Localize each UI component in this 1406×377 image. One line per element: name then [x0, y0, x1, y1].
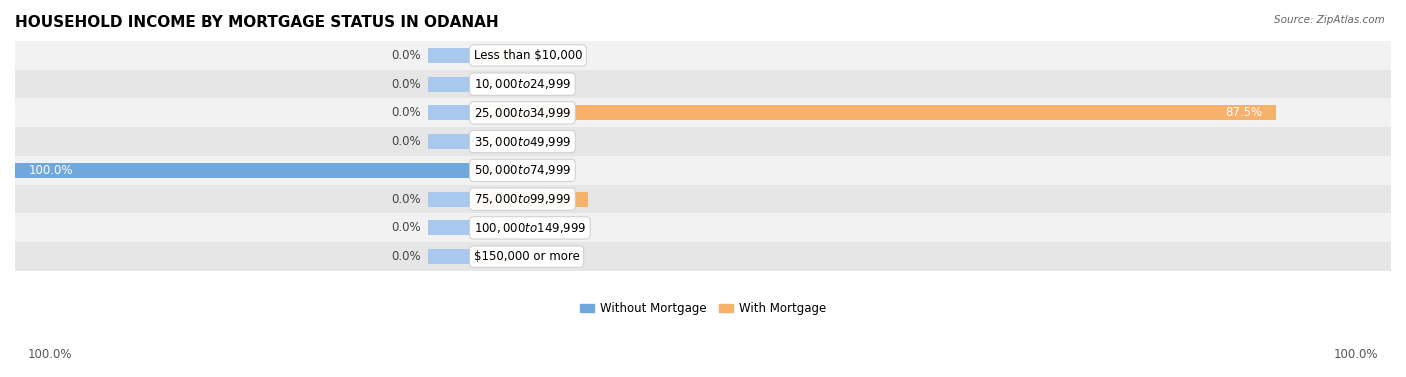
Bar: [427, 48, 474, 63]
Text: 0.0%: 0.0%: [391, 250, 420, 263]
Bar: [427, 221, 474, 235]
Text: 0.0%: 0.0%: [527, 221, 557, 234]
Bar: [474, 106, 1277, 120]
Text: 0.0%: 0.0%: [527, 49, 557, 62]
Text: 87.5%: 87.5%: [1226, 106, 1263, 120]
Bar: [474, 221, 520, 235]
Text: 0.0%: 0.0%: [527, 164, 557, 177]
Text: $25,000 to $34,999: $25,000 to $34,999: [474, 106, 571, 120]
Bar: [474, 134, 520, 149]
Bar: [15, 213, 1391, 242]
Text: 0.0%: 0.0%: [527, 250, 557, 263]
Text: $10,000 to $24,999: $10,000 to $24,999: [474, 77, 571, 91]
Text: 0.0%: 0.0%: [391, 193, 420, 205]
Text: 0.0%: 0.0%: [391, 221, 420, 234]
Bar: [15, 185, 1391, 213]
Bar: [427, 192, 474, 207]
Text: 100.0%: 100.0%: [28, 164, 73, 177]
Bar: [15, 70, 1391, 98]
Text: 0.0%: 0.0%: [527, 135, 557, 148]
Text: $100,000 to $149,999: $100,000 to $149,999: [474, 221, 586, 235]
Bar: [15, 41, 1391, 70]
Bar: [474, 249, 520, 264]
Bar: [427, 106, 474, 120]
Bar: [15, 98, 1391, 127]
Legend: Without Mortgage, With Mortgage: Without Mortgage, With Mortgage: [575, 297, 831, 320]
Text: $50,000 to $74,999: $50,000 to $74,999: [474, 163, 571, 177]
Bar: [474, 163, 520, 178]
Text: $150,000 or more: $150,000 or more: [474, 250, 579, 263]
Bar: [15, 163, 474, 178]
Text: Less than $10,000: Less than $10,000: [474, 49, 582, 62]
Bar: [15, 242, 1391, 271]
Bar: [15, 156, 1391, 185]
Bar: [427, 77, 474, 92]
Text: 12.5%: 12.5%: [537, 193, 575, 205]
Text: $35,000 to $49,999: $35,000 to $49,999: [474, 135, 571, 149]
Bar: [474, 48, 520, 63]
Text: HOUSEHOLD INCOME BY MORTGAGE STATUS IN ODANAH: HOUSEHOLD INCOME BY MORTGAGE STATUS IN O…: [15, 15, 499, 30]
Text: 100.0%: 100.0%: [1333, 348, 1378, 361]
Text: 100.0%: 100.0%: [28, 348, 73, 361]
Text: 0.0%: 0.0%: [391, 106, 420, 120]
Bar: [474, 192, 588, 207]
Text: 0.0%: 0.0%: [391, 78, 420, 90]
Bar: [15, 127, 1391, 156]
Text: $75,000 to $99,999: $75,000 to $99,999: [474, 192, 571, 206]
Text: 0.0%: 0.0%: [527, 78, 557, 90]
Text: Source: ZipAtlas.com: Source: ZipAtlas.com: [1274, 15, 1385, 25]
Bar: [427, 134, 474, 149]
Text: 0.0%: 0.0%: [391, 49, 420, 62]
Text: 0.0%: 0.0%: [391, 135, 420, 148]
Bar: [474, 77, 520, 92]
Bar: [427, 249, 474, 264]
